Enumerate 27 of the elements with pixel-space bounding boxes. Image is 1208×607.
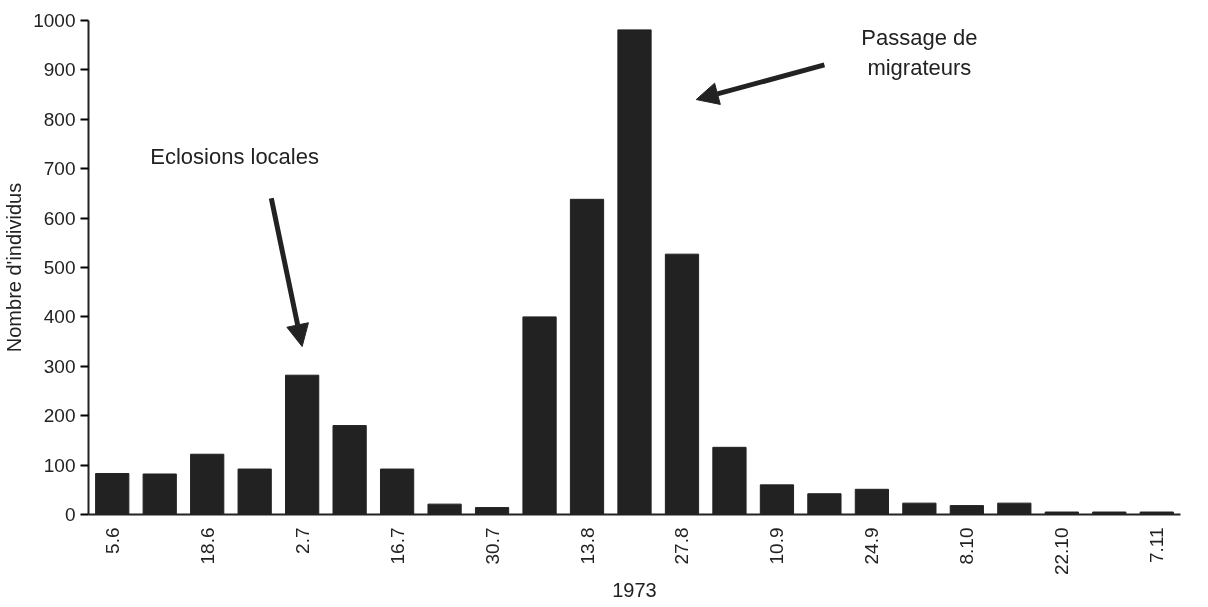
y-tick-label: 700 [43, 158, 76, 180]
x-axis-title: 1973 [612, 579, 657, 602]
y-tick-label: 900 [43, 59, 76, 81]
x-tick-label: 30.7 [481, 527, 503, 565]
x-tick-label: 16.7 [386, 527, 408, 565]
y-tick-label: 1000 [33, 10, 76, 31]
x-tick-label: 13.8 [576, 527, 598, 565]
y-tick-label: 400 [43, 306, 76, 328]
annotation: Eclosions locales [150, 143, 319, 169]
y-tick-label: 500 [43, 257, 76, 278]
y-tick-label: 300 [43, 355, 76, 377]
x-tick-label: 5.6 [101, 527, 123, 554]
y-tick-label: 0 [64, 504, 76, 525]
y-tick-label: 100 [43, 454, 76, 476]
y-axis-title: Nombre d'individus [3, 182, 26, 353]
y-tick-label: 600 [43, 207, 76, 229]
x-tick-label: 10.9 [766, 527, 788, 565]
x-tick-label: 24.9 [861, 527, 883, 565]
x-tick-label: 7.11 [1146, 527, 1168, 564]
x-tick-label: 2.7 [291, 527, 313, 554]
x-tick-label: 18.6 [196, 527, 218, 565]
y-tick-label: 200 [43, 405, 76, 427]
x-tick-label: 22.10 [1051, 527, 1073, 576]
x-tick-label: 8.10 [956, 527, 978, 565]
x-tick-label: 27.8 [671, 527, 693, 565]
y-tick-label: 800 [43, 108, 76, 130]
annotation: Passage de migrateurs [861, 25, 978, 81]
